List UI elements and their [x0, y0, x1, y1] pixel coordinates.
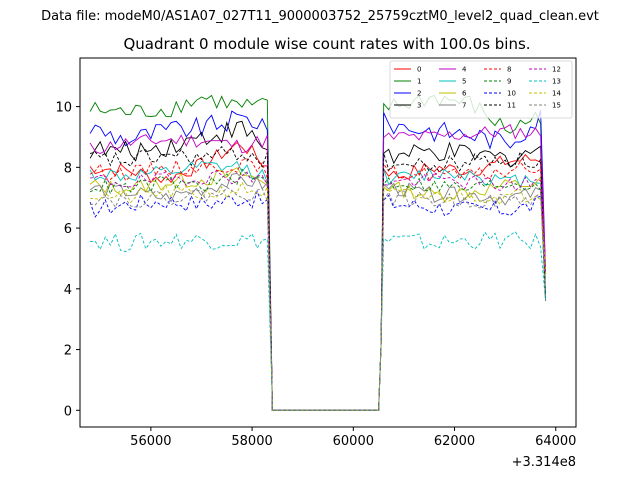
x-offset-label: +3.314e8 — [512, 455, 576, 470]
x-tick-label: 60000 — [333, 434, 374, 449]
legend-label-14: 14 — [552, 90, 561, 98]
chart-subtitle: Data file: modeM0/AS1A07_027T11_90000037… — [41, 9, 599, 24]
legend-label-9: 9 — [507, 78, 511, 86]
chart-title: Quadrant 0 module wise count rates with … — [123, 35, 530, 53]
axes-frame — [79, 57, 577, 428]
x-tick-label: 56000 — [130, 434, 171, 449]
y-tick-label: 6 — [64, 222, 72, 237]
legend-frame — [389, 60, 573, 119]
x-tick-label: 58000 — [231, 434, 272, 449]
x-tick-label: 62000 — [434, 434, 475, 449]
x-tick-label: 64000 — [535, 434, 576, 449]
legend-label-15: 15 — [552, 102, 561, 110]
y-tick-label: 2 — [64, 344, 72, 359]
y-tick-label: 10 — [55, 101, 72, 116]
legend-label-10: 10 — [507, 90, 516, 98]
series-line-15 — [89, 186, 547, 411]
legend-label-8: 8 — [507, 66, 511, 74]
y-tick-label: 4 — [64, 283, 72, 298]
y-tick-label: 8 — [64, 161, 72, 176]
x-axis: 56000 58000 60000 62000 64000 — [130, 427, 576, 449]
legend-label-0: 0 — [417, 66, 421, 74]
legend-label-4: 4 — [462, 66, 467, 74]
y-tick-label: 0 — [64, 404, 72, 419]
legend-label-1: 1 — [417, 78, 421, 86]
legend-label-6: 6 — [462, 90, 467, 98]
legend-label-12: 12 — [552, 66, 561, 74]
series-layer — [89, 94, 547, 411]
legend-label-11: 11 — [507, 102, 516, 110]
legend-label-3: 3 — [417, 102, 421, 110]
legend-label-13: 13 — [552, 78, 561, 86]
legend-label-7: 7 — [462, 102, 466, 110]
legend-label-5: 5 — [462, 78, 466, 86]
series-line-10 — [89, 189, 547, 411]
series-line-14 — [90, 181, 547, 411]
y-axis: 0 2 4 6 8 10 — [55, 101, 80, 419]
legend-label-2: 2 — [417, 90, 421, 98]
plot-area — [79, 57, 577, 428]
